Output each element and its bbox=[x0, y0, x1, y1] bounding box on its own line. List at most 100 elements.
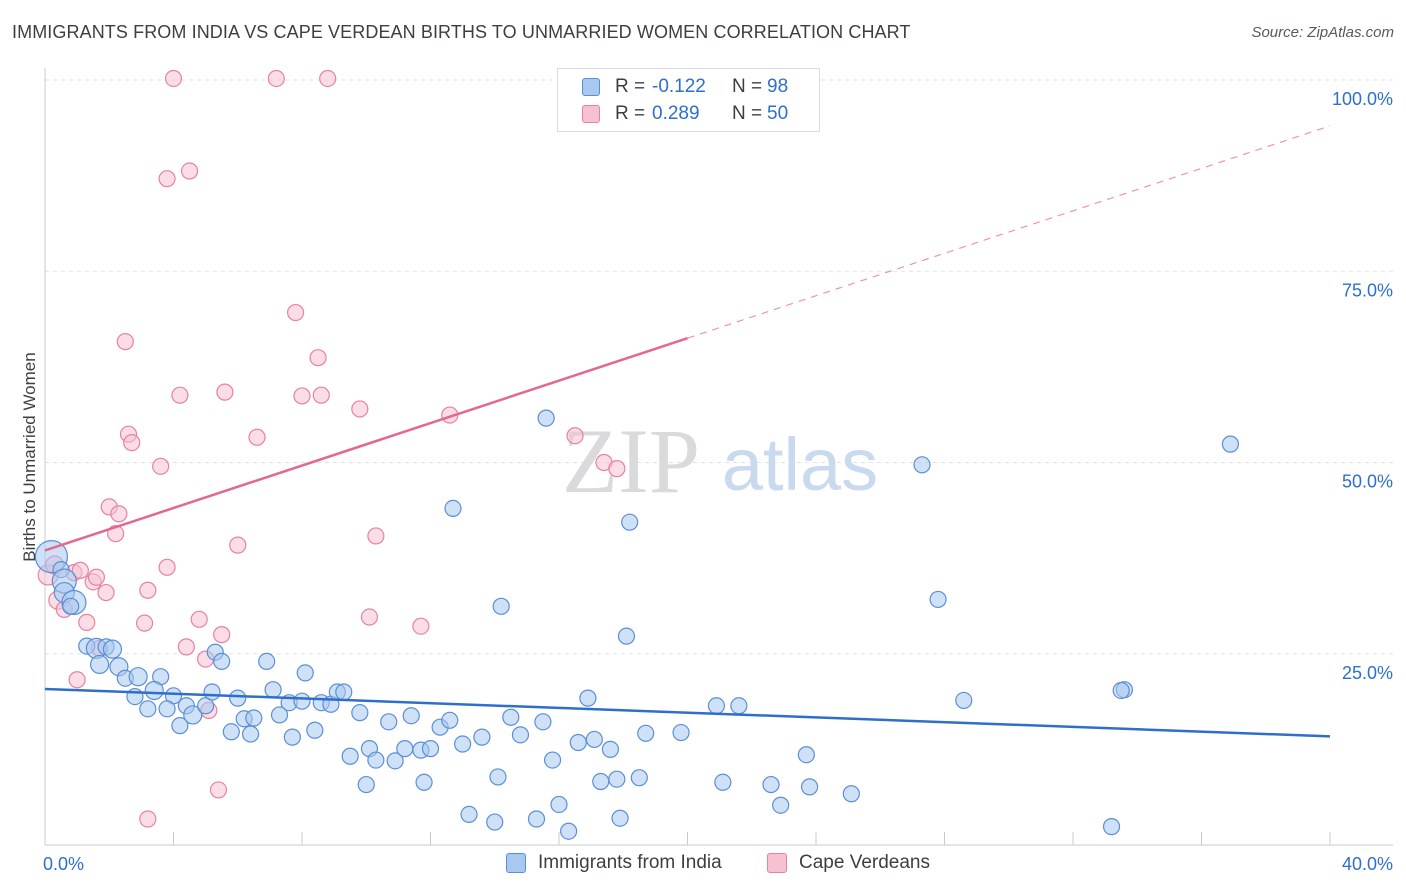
data-point-immigrants-from-india bbox=[707, 697, 726, 715]
data-point-immigrants-from-india bbox=[441, 711, 459, 729]
data-point-immigrants-from-india bbox=[617, 627, 636, 645]
trend-line-cape-projection bbox=[687, 125, 1331, 339]
data-point-immigrants-from-india bbox=[197, 697, 215, 715]
data-point-immigrants-from-india bbox=[611, 809, 629, 827]
data-point-immigrants-from-india bbox=[537, 409, 555, 427]
data-point-cape-verdeans bbox=[139, 581, 157, 599]
data-point-immigrants-from-india bbox=[270, 706, 289, 724]
data-point-cape-verdeans bbox=[608, 460, 626, 478]
data-point-immigrants-from-india bbox=[421, 740, 440, 758]
data-point-cape-verdeans bbox=[158, 558, 176, 576]
data-point-immigrants-from-india bbox=[489, 768, 507, 786]
data-point-immigrants-from-india bbox=[637, 724, 655, 742]
data-point-immigrants-from-india bbox=[293, 692, 311, 710]
data-point-immigrants-from-india bbox=[335, 683, 353, 701]
legend-label-india: Immigrants from India bbox=[538, 852, 722, 873]
axes bbox=[44, 68, 1393, 846]
data-point-immigrants-from-india bbox=[1102, 818, 1121, 836]
data-point-cape-verdeans bbox=[312, 386, 330, 404]
y-tick-label: 50.0% bbox=[1342, 472, 1393, 492]
data-point-immigrants-from-india bbox=[415, 773, 433, 791]
watermark-atlas: atlas bbox=[722, 423, 878, 506]
data-point-cape-verdeans bbox=[177, 638, 195, 656]
watermark: ZIP atlas bbox=[562, 410, 878, 512]
watermark-zip: ZIP bbox=[562, 410, 700, 512]
legend-n-label: N = bbox=[732, 76, 763, 97]
legend-r-value-cape: 0.289 bbox=[652, 103, 700, 124]
data-point-immigrants-from-india bbox=[367, 751, 385, 769]
data-point-immigrants-from-india bbox=[534, 713, 552, 731]
data-point-immigrants-from-india bbox=[955, 691, 973, 710]
data-point-cape-verdeans bbox=[293, 387, 311, 405]
data-point-immigrants-from-india bbox=[842, 785, 860, 803]
data-point-immigrants-from-india bbox=[672, 723, 690, 742]
data-point-immigrants-from-india bbox=[569, 733, 587, 752]
data-point-immigrants-from-india bbox=[229, 689, 247, 707]
y-tick-label: 75.0% bbox=[1342, 280, 1393, 300]
data-point-immigrants-from-india bbox=[258, 652, 276, 671]
data-point-immigrants-from-india bbox=[380, 713, 398, 731]
y-tick-label: 25.0% bbox=[1342, 663, 1393, 683]
legend-swatch-cape bbox=[582, 105, 600, 123]
data-point-cape-verdeans bbox=[97, 583, 115, 602]
data-point-immigrants-from-india bbox=[386, 752, 404, 770]
data-point-cape-verdeans bbox=[190, 610, 208, 628]
chart-title: IMMIGRANTS FROM INDIA VS CAPE VERDEAN BI… bbox=[12, 22, 911, 42]
data-point-immigrants-from-india bbox=[402, 707, 420, 725]
legend-swatch-india bbox=[506, 853, 526, 873]
data-point-cape-verdeans bbox=[229, 536, 247, 554]
data-point-cape-verdeans bbox=[139, 810, 157, 828]
data-point-immigrants-from-india bbox=[797, 746, 815, 764]
data-point-cape-verdeans bbox=[351, 400, 369, 418]
data-point-cape-verdeans bbox=[158, 170, 176, 188]
data-point-immigrants-from-india bbox=[630, 769, 648, 787]
data-point-cape-verdeans bbox=[71, 561, 89, 579]
data-point-cape-verdeans bbox=[87, 568, 106, 586]
data-point-immigrants-from-india bbox=[601, 740, 620, 758]
y-tick-label: 100.0% bbox=[1332, 89, 1393, 109]
legend-r-label: R = bbox=[615, 76, 646, 97]
data-point-cape-verdeans bbox=[309, 349, 327, 367]
data-point-cape-verdeans bbox=[360, 608, 379, 626]
data-point-immigrants-from-india bbox=[139, 700, 157, 718]
data-point-immigrants-from-india bbox=[444, 499, 462, 517]
data-point-immigrants-from-india bbox=[245, 709, 263, 727]
legend-swatch-cape bbox=[767, 853, 787, 873]
data-point-immigrants-from-india bbox=[492, 597, 510, 615]
data-point-immigrants-from-india bbox=[306, 721, 324, 739]
data-point-immigrants-from-india bbox=[222, 723, 240, 741]
data-point-cape-verdeans bbox=[171, 386, 189, 404]
data-point-cape-verdeans bbox=[213, 626, 231, 644]
data-point-immigrants-from-india bbox=[1221, 435, 1240, 453]
data-point-immigrants-from-india bbox=[762, 775, 780, 794]
source-credit: Source: ZipAtlas.com bbox=[1251, 24, 1394, 41]
trend-lines bbox=[44, 125, 1331, 738]
data-point-cape-verdeans bbox=[180, 162, 199, 180]
data-point-immigrants-from-india bbox=[283, 728, 301, 746]
data-point-cape-verdeans bbox=[110, 505, 128, 523]
data-point-immigrants-from-india bbox=[608, 770, 626, 788]
legend-label-cape: Cape Verdeans bbox=[799, 852, 930, 873]
data-point-immigrants-from-india bbox=[341, 747, 359, 765]
data-point-immigrants-from-india bbox=[473, 728, 491, 746]
data-point-immigrants-from-india bbox=[213, 652, 231, 671]
data-point-immigrants-from-india bbox=[929, 590, 947, 609]
data-point-immigrants-from-india bbox=[560, 822, 578, 840]
legend-n-label: N = bbox=[732, 103, 763, 124]
data-point-cape-verdeans bbox=[319, 69, 337, 88]
data-point-cape-verdeans bbox=[152, 457, 170, 475]
legend-swatch-india bbox=[582, 78, 600, 96]
x-tick-label: 0.0% bbox=[43, 854, 84, 874]
data-point-immigrants-from-india bbox=[460, 805, 478, 824]
data-point-cape-verdeans bbox=[286, 303, 305, 322]
data-point-immigrants-from-india bbox=[527, 810, 546, 828]
data-point-immigrants-from-india bbox=[585, 730, 603, 749]
trend-line-cape bbox=[44, 337, 688, 552]
x-tick-label: 40.0% bbox=[1342, 854, 1393, 874]
trend-line-india bbox=[44, 687, 1331, 738]
data-point-immigrants-from-india bbox=[454, 735, 472, 753]
gridlines bbox=[45, 79, 1393, 655]
data-point-immigrants-from-india bbox=[550, 795, 568, 814]
legend-r-label: R = bbox=[615, 103, 646, 124]
